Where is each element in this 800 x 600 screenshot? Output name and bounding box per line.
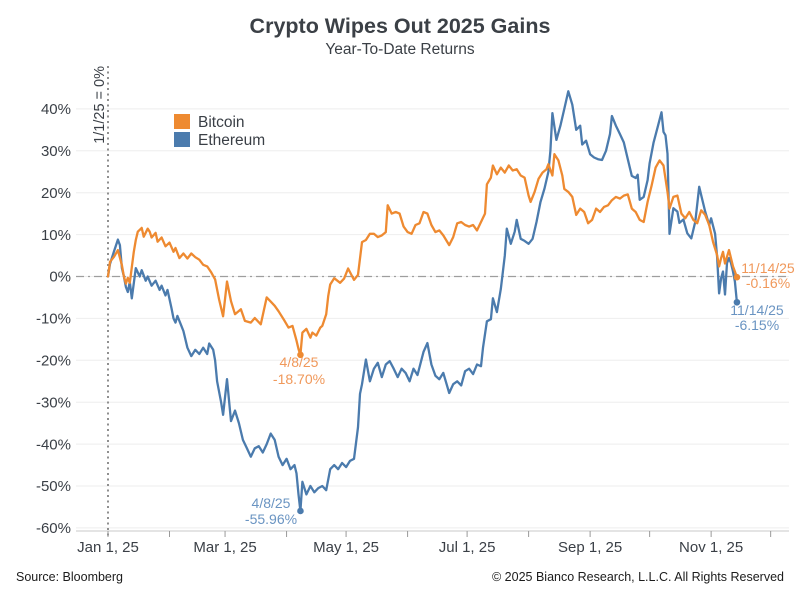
ethereum-low-value: -55.96% xyxy=(245,511,297,527)
ethereum-line xyxy=(106,90,739,513)
y-tick-label: -10% xyxy=(36,311,71,328)
marker-dot xyxy=(733,273,741,281)
x-tick-label: Mar 1, 25 xyxy=(193,539,256,556)
y-tick-label: 20% xyxy=(41,185,71,202)
bitcoin-low-value: -18.70% xyxy=(273,371,325,387)
legend: Bitcoin Ethereum xyxy=(174,114,265,149)
legend-label-ethereum: Ethereum xyxy=(198,132,265,149)
y-tick-label: -30% xyxy=(36,394,71,411)
x-tick-label: Sep 1, 25 xyxy=(558,539,622,556)
y-tick-label: -50% xyxy=(36,478,71,495)
legend-swatch-bitcoin xyxy=(174,114,190,129)
bitcoin-low-date: 4/8/25 xyxy=(280,354,319,370)
legend-label-bitcoin: Bitcoin xyxy=(198,114,245,131)
x-tick-label: Jan 1, 25 xyxy=(77,539,139,556)
y-tick-label: -40% xyxy=(36,436,71,453)
ethereum-end-value: -6.15% xyxy=(735,317,779,333)
bitcoin-line xyxy=(106,153,739,357)
marker-dot xyxy=(733,298,741,306)
y-tick-label: -20% xyxy=(36,353,71,370)
gridlines xyxy=(76,108,789,529)
y-tick-label: 0% xyxy=(49,269,71,286)
y-tick-label: 40% xyxy=(41,101,71,118)
ethereum-end-date: 11/14/25 xyxy=(730,302,784,318)
y-axis-labels: 40% 30% 20% 10% 0% -10% -20% -30% -40% -50% -60% xyxy=(36,101,71,537)
annotation-ethereum-low: 4/8/25 -55.96% xyxy=(245,495,297,527)
annotation-bitcoin-end: 11/14/25 -0.16% xyxy=(741,260,795,291)
bitcoin-end-date: 11/14/25 xyxy=(741,260,795,276)
chart-title: Crypto Wipes Out 2025 Gains xyxy=(250,14,551,38)
ethereum-low-date: 4/8/25 xyxy=(252,495,291,511)
jan1-zero-label: 1/1/25 = 0% xyxy=(92,66,108,144)
x-tick-label: May 1, 25 xyxy=(313,539,379,556)
marker-dot xyxy=(297,351,304,359)
data-point-markers xyxy=(297,273,741,515)
source-credit: Source: Bloomberg xyxy=(16,570,123,584)
y-tick-label: -60% xyxy=(36,520,71,537)
x-tick-label: Nov 1, 25 xyxy=(679,539,743,556)
y-tick-label: 10% xyxy=(41,227,71,244)
annotation-ethereum-end: 11/14/25 -6.15% xyxy=(730,302,784,333)
y-tick-label: 30% xyxy=(41,143,71,160)
marker-dot xyxy=(297,507,304,515)
legend-swatch-ethereum xyxy=(174,132,190,147)
copyright-notice: © 2025 Bianco Research, L.L.C. All Right… xyxy=(492,570,784,584)
x-tick-label: Jul 1, 25 xyxy=(439,539,496,556)
bitcoin-end-value: -0.16% xyxy=(746,275,790,291)
chart-subtitle: Year-To-Date Returns xyxy=(325,41,475,58)
x-axis-ticks: Jan 1, 25 Mar 1, 25 May 1, 25 Jul 1, 25 Sep … xyxy=(77,531,772,556)
annotation-bitcoin-low: 4/8/25 -18.70% xyxy=(273,354,325,387)
